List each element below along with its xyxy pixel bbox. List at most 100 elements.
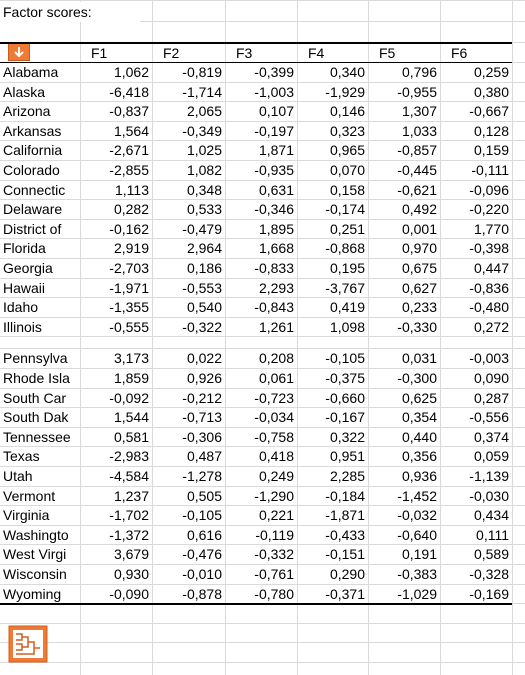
grid-line [0,199,525,201]
score-cell: -0,184 [325,487,365,504]
header-top-rule [0,42,512,44]
score-cell: 0,965 [329,142,365,159]
score-cell: -1,372 [109,526,149,543]
dendrogram-icon[interactable] [8,625,48,663]
score-cell: -0,556 [469,409,509,426]
score-cell: -0,090 [109,585,149,602]
score-cell: -0,306 [182,428,222,445]
grid-line [0,485,525,487]
grid-line [0,258,525,259]
score-cell: 0,492 [401,201,437,218]
score-cell: 1,895 [258,220,294,237]
score-cell: 0,158 [329,181,365,198]
score-cell: 0,447 [473,260,509,276]
score-cell: -0,868 [325,240,365,257]
score-cell: -0,445 [397,162,437,178]
row-label: Rhode Isla [3,370,70,386]
score-cell: 0,434 [473,507,509,524]
score-cell: 0,191 [401,546,437,563]
score-cell: 2,065 [186,103,222,120]
score-cell: 0,031 [401,350,437,367]
row-label: Pennsylva [3,350,68,367]
score-cell: -0,935 [254,162,294,178]
score-cell: 1,871 [258,142,294,159]
score-cell: 0,233 [401,299,437,316]
score-cell: 0,208 [258,350,294,367]
score-cell: -0,375 [325,370,365,386]
row-label: Texas [3,448,40,465]
grid-line [0,524,525,526]
score-cell: 1,859 [113,370,149,386]
score-cell: -0,837 [109,103,149,120]
score-cell: 0,249 [258,468,294,484]
column-header: F6 [451,45,468,61]
score-cell: 0,251 [329,220,365,237]
score-cell: 0,419 [329,299,365,316]
score-cell: -0,640 [397,526,437,543]
grid-line [0,277,525,279]
score-cell: 0,272 [473,318,509,335]
score-cell: -0,010 [182,566,222,582]
grid-line [225,0,226,675]
score-cell: 1,668 [258,240,294,257]
grid-line [152,0,153,675]
score-cell: -0,833 [254,260,294,276]
score-cell: -1,871 [325,507,365,524]
grid-line [0,179,525,181]
grid-line [368,0,369,675]
column-header: F2 [163,45,180,61]
table-bottom-rule [0,602,512,605]
score-cell: 0,059 [473,448,509,465]
score-cell: -0,660 [325,389,365,406]
score-cell: -0,174 [325,201,365,218]
score-cell: 0,159 [473,142,509,159]
score-cell: 0,380 [473,83,509,100]
score-cell: 0,221 [258,507,294,524]
grid-line [0,446,525,448]
score-cell: -0,220 [469,201,509,218]
score-cell: -0,399 [254,64,294,80]
score-cell: 0,540 [186,299,222,316]
score-cell: -0,162 [109,220,149,237]
score-cell: 0,186 [186,260,222,276]
row-label: Arizona [3,103,51,120]
score-cell: -0,857 [397,142,437,159]
score-cell: 0,340 [329,64,365,80]
grid-line [0,662,525,663]
score-cell: 1,237 [113,487,149,504]
grid-line [0,238,525,240]
score-cell: 0,627 [401,279,437,296]
score-cell: 0,107 [258,103,294,120]
grid-line [0,348,525,350]
row-label: Vermont [3,487,56,504]
grid-line [512,0,513,675]
row-label: Wyoming [3,585,62,602]
score-cell: -0,819 [182,64,222,80]
score-cell: 0,625 [401,389,437,406]
score-cell: 0,374 [473,428,509,445]
score-cell: 0,146 [329,103,365,120]
grid-line [0,21,525,22]
score-cell: 0,796 [401,64,437,80]
score-cell: -0,621 [397,181,437,198]
header-bottom-rule [0,62,512,63]
row-label: Washingto [3,526,69,543]
score-cell: -0,480 [469,299,509,316]
row-label: South Car [3,389,67,406]
row-label: Delaware [3,201,63,218]
grid-line [0,642,525,644]
score-cell: 0,616 [186,526,222,543]
score-cell: -0,328 [469,566,509,582]
score-cell: 2,919 [113,240,149,257]
grid-line [0,583,525,585]
score-cell: 0,348 [186,181,222,198]
score-cell: 0,195 [329,260,365,276]
grid-line [0,564,525,565]
score-cell: 0,951 [329,448,365,465]
sort-icon[interactable] [8,43,30,61]
score-cell: 0,354 [401,409,437,426]
score-cell: -0,151 [325,546,365,563]
grid-line [0,622,525,624]
score-cell: 1,025 [186,142,222,159]
score-cell: -0,169 [469,585,509,602]
